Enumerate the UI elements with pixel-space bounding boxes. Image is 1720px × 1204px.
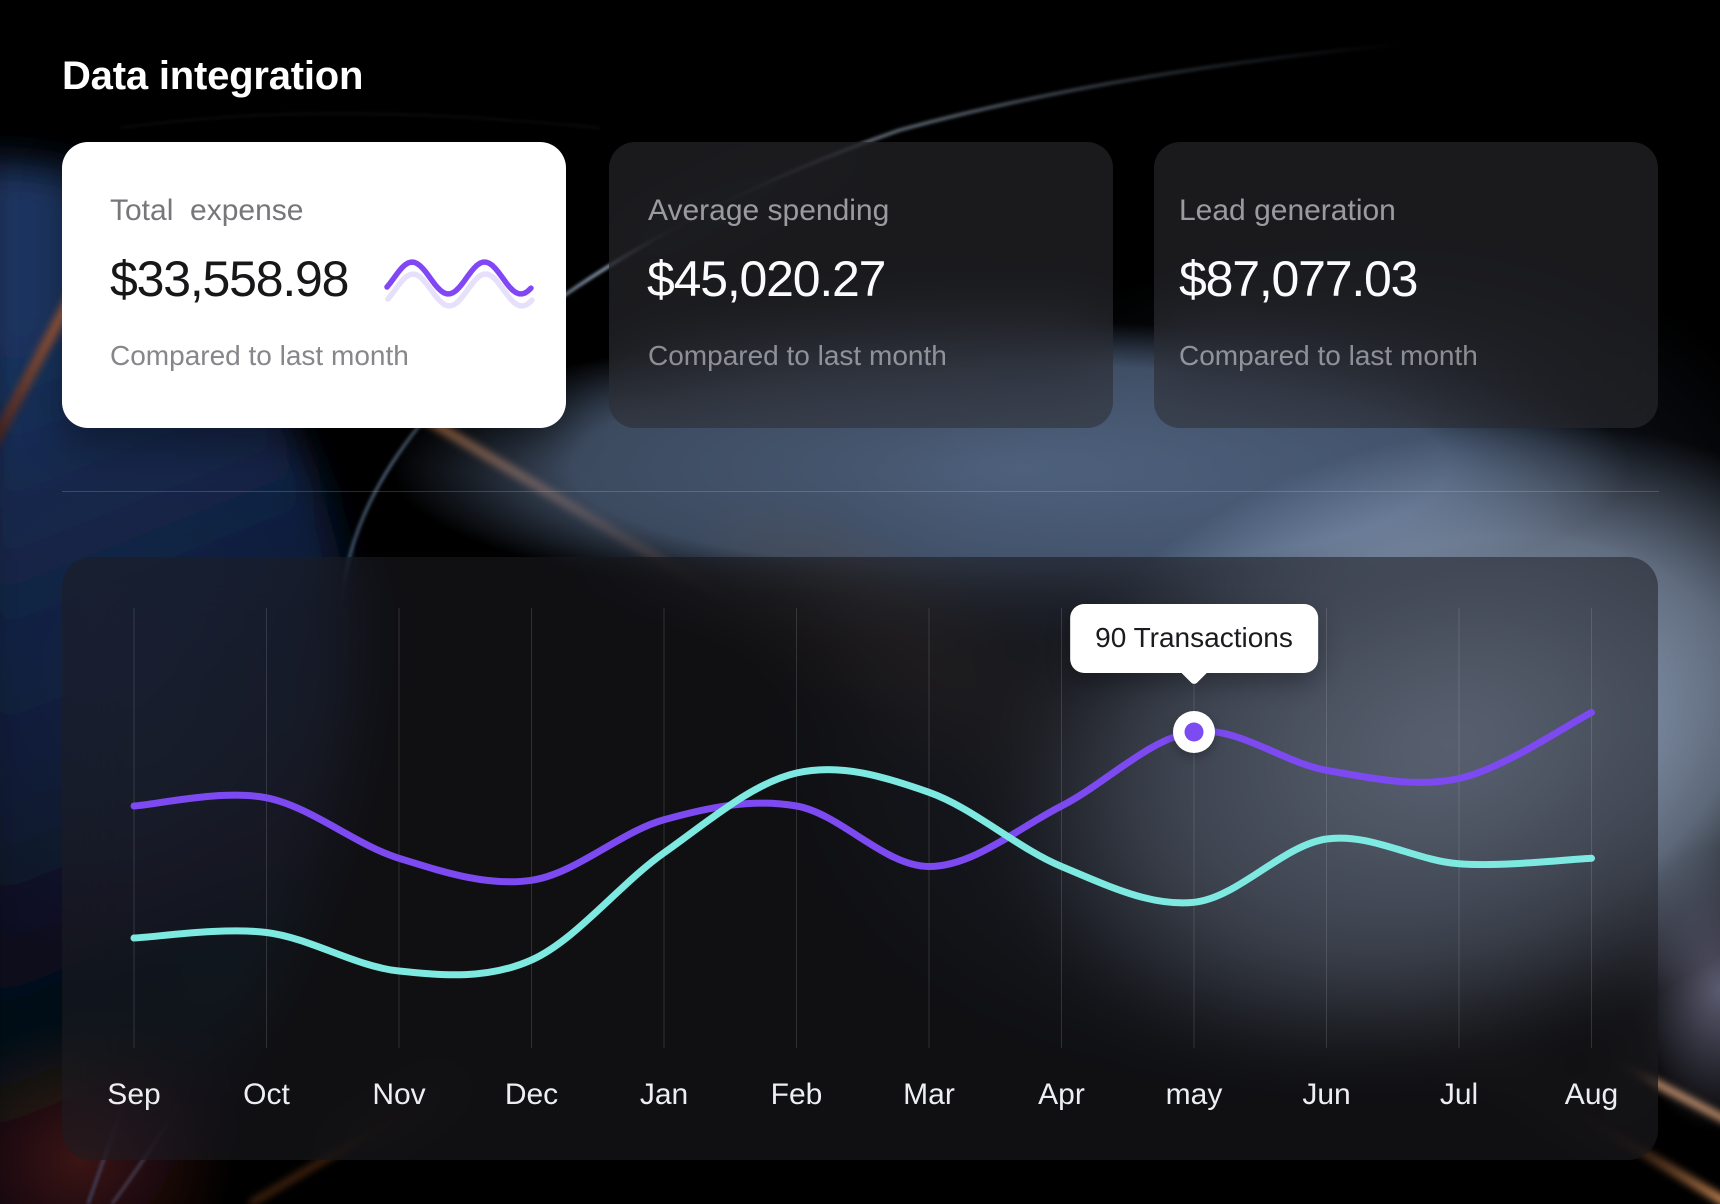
x-axis-label: Jun [1302,1078,1351,1111]
x-axis-label: Jan [639,1078,689,1111]
x-axis-label: Nov [372,1078,426,1111]
x-axis-label: may [1165,1078,1223,1111]
x-axis-label: Sep [107,1078,161,1111]
chart-marker-dot [1184,722,1204,742]
section-divider [62,491,1659,492]
sparkline-chart [384,259,535,309]
stat-card-total-expense[interactable]: Total expense $33,558.98 Compared to las… [62,142,566,428]
x-axis-label: Jul [1439,1078,1479,1111]
stat-card-value: $33,558.98 [110,251,349,307]
chart-tooltip: 90 Transactions [1070,603,1318,686]
stat-card-footnote: Compared to last month [1179,340,1478,371]
stat-card-lead-generation[interactable]: Lead generation $87,077.03 Compared to l… [1154,142,1658,428]
x-axis-label: Mar [903,1078,955,1111]
stat-card-average-spending[interactable]: Average spending $45,020.27 Compared to … [609,142,1113,428]
stat-card-label: Total expense [110,194,304,227]
page-title: Data integration [62,54,364,98]
stat-card-value: $87,077.03 [1179,251,1418,307]
x-axis-label: Feb [770,1078,823,1111]
x-axis-label: Oct [243,1078,290,1111]
x-axis-label: Aug [1564,1078,1619,1111]
tooltip-label: 90 Transactions [1095,622,1293,654]
x-axis-label: Apr [1038,1078,1085,1111]
chart-panel [62,557,1658,1160]
stat-card-footnote: Compared to last month [110,340,409,371]
stat-card-value: $45,020.27 [647,251,886,307]
stat-card-label: Average spending [648,194,890,227]
stat-card-label: Lead generation [1179,194,1396,227]
stat-card-footnote: Compared to last month [648,340,947,371]
chart-marker[interactable] [1173,710,1215,753]
x-axis-label: Dec [504,1078,559,1111]
